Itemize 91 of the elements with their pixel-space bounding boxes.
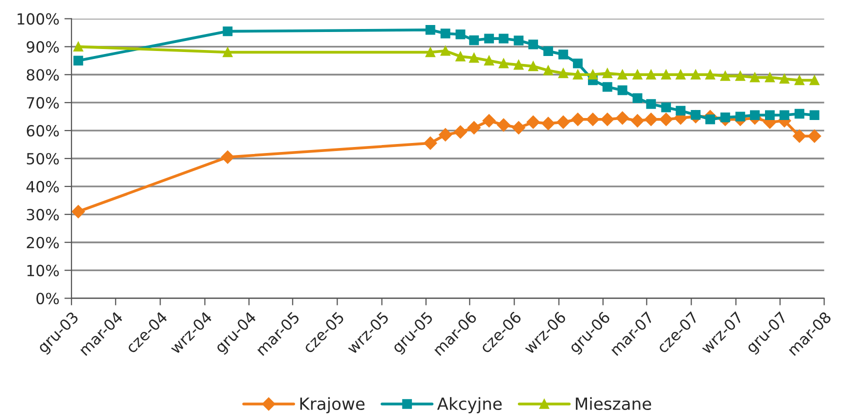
point [222,26,233,36]
point [661,70,671,80]
y-tick-label: 20% [26,236,59,248]
point [765,72,775,82]
point [588,70,598,80]
y-tick-label: 70% [26,97,59,109]
point [73,56,84,66]
y-tick-label: 10% [27,264,59,276]
point [497,118,510,132]
point [438,128,452,142]
point [780,74,790,84]
point [514,60,524,70]
point [810,75,820,86]
point [467,121,481,134]
point [222,47,233,58]
point [676,106,686,116]
point [661,102,671,112]
point [528,40,538,50]
point [498,58,508,68]
point [571,112,584,126]
point [572,58,583,68]
point [750,110,760,120]
point [572,70,583,80]
point [690,70,701,80]
point [528,61,538,72]
y-tick-label: 60% [26,125,59,137]
point [735,71,746,81]
point [543,66,554,76]
point [558,50,568,60]
legend-label: Mieszane [576,397,652,410]
point [810,110,820,120]
y-tick-label: 50% [26,152,59,165]
point [558,68,568,78]
point [659,112,673,126]
point [646,99,656,109]
point [765,110,775,120]
point [618,70,628,80]
point [498,34,508,44]
point [469,35,479,46]
legend-label: Krajowe [300,397,365,414]
point [221,150,234,164]
point [780,110,790,120]
point [556,116,570,129]
point [440,28,450,38]
point [644,112,658,126]
legend-label: Akcyjne [437,397,502,414]
point [735,112,746,122]
point [632,70,642,80]
point [600,112,614,126]
point [484,56,494,66]
point [73,42,84,52]
point [512,121,526,134]
y-tick-label: 90% [26,41,59,53]
point [426,47,436,58]
y-tick-label: 0% [36,292,59,304]
y-tick-label: 30% [26,208,59,220]
point [794,75,804,86]
point [676,70,686,80]
point [469,52,479,63]
point [586,112,600,126]
point [72,205,85,218]
point [514,36,524,46]
point [720,71,730,81]
point [424,136,437,150]
point [618,85,628,96]
point [720,112,730,122]
point [454,125,468,139]
point [542,116,555,130]
point [630,114,644,128]
y-tick-label: 80% [26,69,59,81]
point [602,68,612,78]
point [792,130,806,143]
point [526,116,540,129]
point [794,108,804,119]
y-tick-label: 100% [18,13,59,25]
point [456,52,466,62]
point [705,70,716,80]
point [440,46,450,56]
point [808,130,822,143]
point [456,30,466,40]
point [602,82,612,92]
point [750,72,760,82]
point [705,114,716,124]
point [616,111,630,125]
point [543,46,554,56]
point [646,70,656,80]
point [484,34,494,44]
point [426,25,436,35]
y-tick-label: 40% [26,180,59,192]
point [632,93,642,103]
point [482,114,496,128]
